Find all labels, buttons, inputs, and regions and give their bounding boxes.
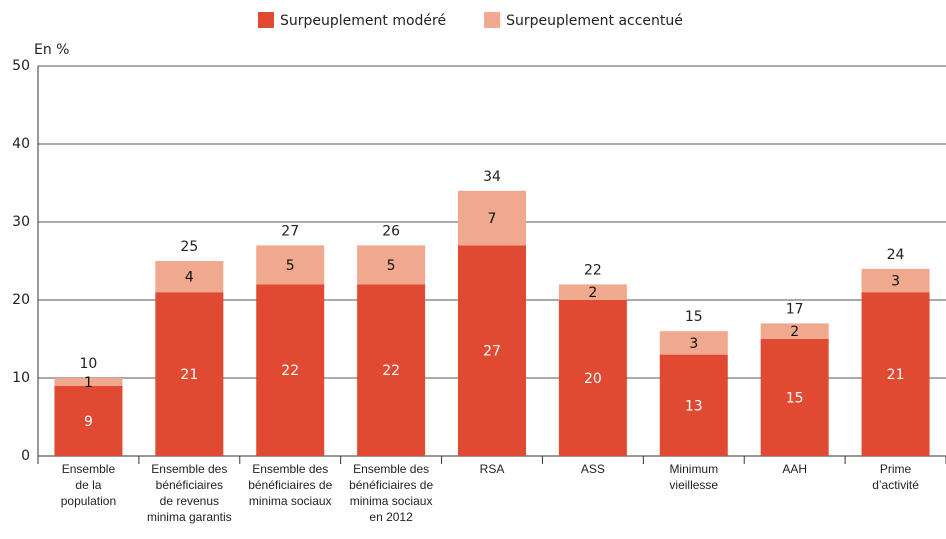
x-tick-label: ASS xyxy=(581,462,605,476)
value-label: 4 xyxy=(185,270,194,286)
bar-segment xyxy=(760,323,829,339)
x-tick-label-line: d’activité xyxy=(872,478,919,492)
x-tick-label-line: bénéficiaires de xyxy=(248,478,332,492)
value-label: 15 xyxy=(786,391,804,407)
x-tick-label: Ensemble des bénéficiaires de minima socia… xyxy=(349,462,433,524)
y-tick-label: 30 xyxy=(12,214,30,230)
x-tick-label-line: RSA xyxy=(480,462,505,476)
x-tick-label-line: Ensemble des xyxy=(252,462,328,476)
value-label: 5 xyxy=(286,258,295,274)
x-tick-label-line: minima sociaux xyxy=(249,494,332,508)
total-label: 27 xyxy=(281,223,299,239)
bar-segment xyxy=(256,284,325,456)
x-tick-label-line: minima garantis xyxy=(147,510,232,524)
value-label: 22 xyxy=(281,363,299,379)
bar-segment xyxy=(558,284,627,300)
total-label: 17 xyxy=(786,301,804,317)
bar-segment xyxy=(458,190,526,246)
bar-segment xyxy=(659,331,728,355)
legend-label: Surpeuplement modéré xyxy=(280,13,446,29)
x-tick-label-line: bénéficiaires de xyxy=(349,478,433,492)
y-tick-label: 10 xyxy=(12,370,30,386)
value-label: 21 xyxy=(180,367,198,383)
y-tick-label: 0 xyxy=(21,448,30,464)
total-label: 34 xyxy=(483,169,501,185)
x-tick-label: AAH xyxy=(782,462,807,476)
x-tick-label: Prime d’activité xyxy=(872,462,919,492)
bar-segment xyxy=(558,300,627,456)
total-label: 25 xyxy=(180,239,198,255)
total-label: 15 xyxy=(685,309,703,325)
x-tick-label-line: AAH xyxy=(782,462,807,476)
value-label: 2 xyxy=(790,324,799,340)
value-label: 9 xyxy=(84,414,93,430)
bar-segment xyxy=(54,385,123,456)
bar-segment xyxy=(357,284,426,456)
total-label: 10 xyxy=(80,356,98,372)
legend-swatch xyxy=(484,12,501,28)
x-tick-label-line: minima sociaux xyxy=(350,494,433,508)
x-tick-label-line: Minimum xyxy=(669,462,718,476)
x-tick-label: RSA xyxy=(480,462,505,476)
value-label: 3 xyxy=(891,274,900,290)
total-label: 26 xyxy=(382,223,400,239)
x-tick-label-line: population xyxy=(61,494,116,508)
value-label: 27 xyxy=(483,344,501,360)
x-tick-label-line: ASS xyxy=(581,462,605,476)
bar-segment xyxy=(760,339,829,456)
value-label: 2 xyxy=(588,285,597,301)
value-label: 13 xyxy=(685,398,703,414)
x-tick-label-line: en 2012 xyxy=(369,510,413,524)
bar-segment xyxy=(155,261,224,293)
bar-segment xyxy=(659,354,728,456)
x-tick-label: Ensemble de la population xyxy=(61,462,116,508)
y-tick-label: 50 xyxy=(12,58,30,74)
x-tick-label-line: Ensemble xyxy=(62,462,116,476)
x-tick-label-line: Prime xyxy=(880,462,912,476)
value-label: 21 xyxy=(887,367,905,383)
value-label: 5 xyxy=(387,258,396,274)
x-tick-label: Ensemble des bénéficiaires de minima socia… xyxy=(248,462,332,508)
x-tick-label-line: de la xyxy=(75,478,101,492)
bar-segment xyxy=(256,245,325,285)
x-tick-label-line: de revenus xyxy=(160,494,219,508)
legend-swatch xyxy=(258,12,274,28)
bar-segment xyxy=(155,292,224,456)
x-tick-label-line: Ensemble des xyxy=(353,462,429,476)
value-label: 1 xyxy=(84,375,93,391)
x-tick-label-line: Ensemble des xyxy=(151,462,227,476)
value-label: 22 xyxy=(382,363,400,379)
bar-segment xyxy=(861,268,930,293)
x-tick-label: Minimum vieillesse xyxy=(669,462,718,492)
bar-segment xyxy=(861,292,930,456)
bar-segment xyxy=(458,245,526,456)
total-label: 24 xyxy=(887,247,905,263)
value-label: 7 xyxy=(488,211,497,227)
x-tick-label-line: vieillesse xyxy=(669,478,718,492)
y-axis-label: En % xyxy=(34,42,69,58)
y-tick-label: 20 xyxy=(12,292,30,308)
value-label: 3 xyxy=(689,336,698,352)
value-label: 20 xyxy=(584,371,602,387)
total-label: 22 xyxy=(584,262,602,278)
x-tick-label-line: bénéficiaires xyxy=(156,478,223,492)
x-tick-label: Ensemble des bénéficiaires de revenus minim… xyxy=(147,462,232,524)
bar-segment xyxy=(54,378,123,386)
legend-label: Surpeuplement accentué xyxy=(506,13,683,29)
y-tick-label: 40 xyxy=(12,136,30,152)
bar-segment xyxy=(357,245,426,285)
